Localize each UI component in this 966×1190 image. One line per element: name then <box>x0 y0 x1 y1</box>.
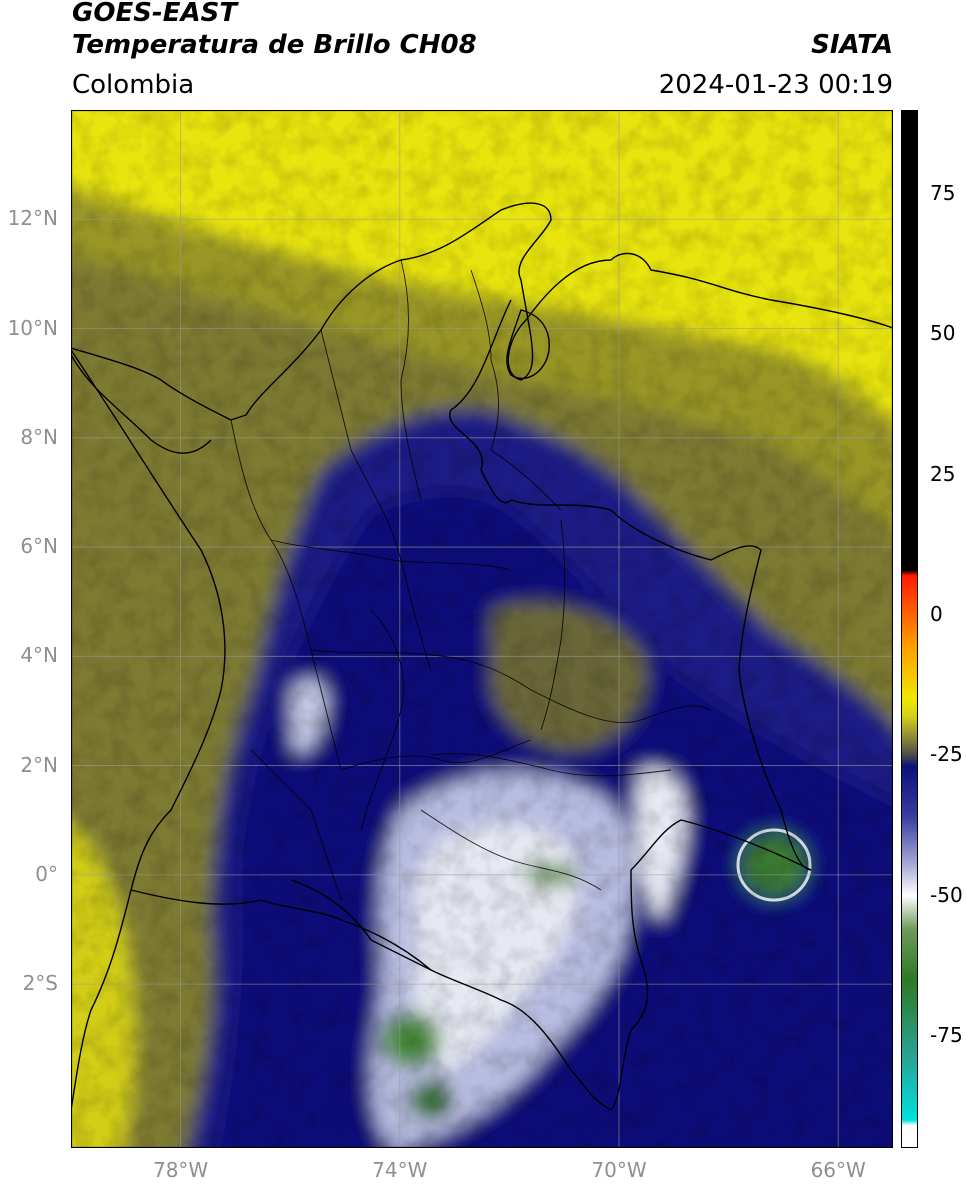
lat-label-3: 6°N <box>20 534 58 559</box>
colorbar-frame <box>901 110 918 1148</box>
lat-label-0: 12°N <box>7 206 58 231</box>
country-borders <box>71 202 893 1111</box>
lon-label-1: 74°W <box>372 1158 428 1182</box>
colorbar-gradient <box>901 110 918 1148</box>
colorbar-label-0: 75 <box>930 181 956 206</box>
colorbar-label-2: 25 <box>930 461 956 486</box>
lat-label-7: 2°S <box>22 971 58 996</box>
lat-label-5: 2°N <box>20 752 58 777</box>
department-borders <box>230 259 712 901</box>
colorbar-label-1: 50 <box>930 321 956 346</box>
brightness-temperature-map <box>71 110 893 1148</box>
lon-label-3: 66°W <box>810 1158 866 1182</box>
colorbar-label-5: -50 <box>930 882 963 907</box>
lat-label-6: 0° <box>35 861 58 886</box>
region-label: Colombia <box>72 70 195 100</box>
colorbar-label-4: -25 <box>930 742 963 767</box>
lon-label-0: 78°W <box>152 1158 209 1182</box>
satellite-title: GOES-EAST <box>72 0 238 28</box>
lat-label-2: 8°N <box>20 424 58 449</box>
organization-label: SIATA <box>811 30 893 60</box>
datetime-label: 2024-01-23 00:19 <box>658 70 893 100</box>
colorbar <box>901 110 918 1148</box>
map-frame <box>71 110 893 1148</box>
colorbar-label-6: -75 <box>930 1022 963 1047</box>
lon-label-2: 70°W <box>591 1158 647 1182</box>
colorbar-label-3: 0 <box>930 601 943 626</box>
lat-label-1: 10°N <box>7 315 58 340</box>
lat-label-4: 4°N <box>20 643 58 668</box>
satellite-imagery <box>71 110 893 1148</box>
product-title: Temperatura de Brillo CH08 <box>72 30 477 60</box>
graticule <box>71 110 893 1148</box>
